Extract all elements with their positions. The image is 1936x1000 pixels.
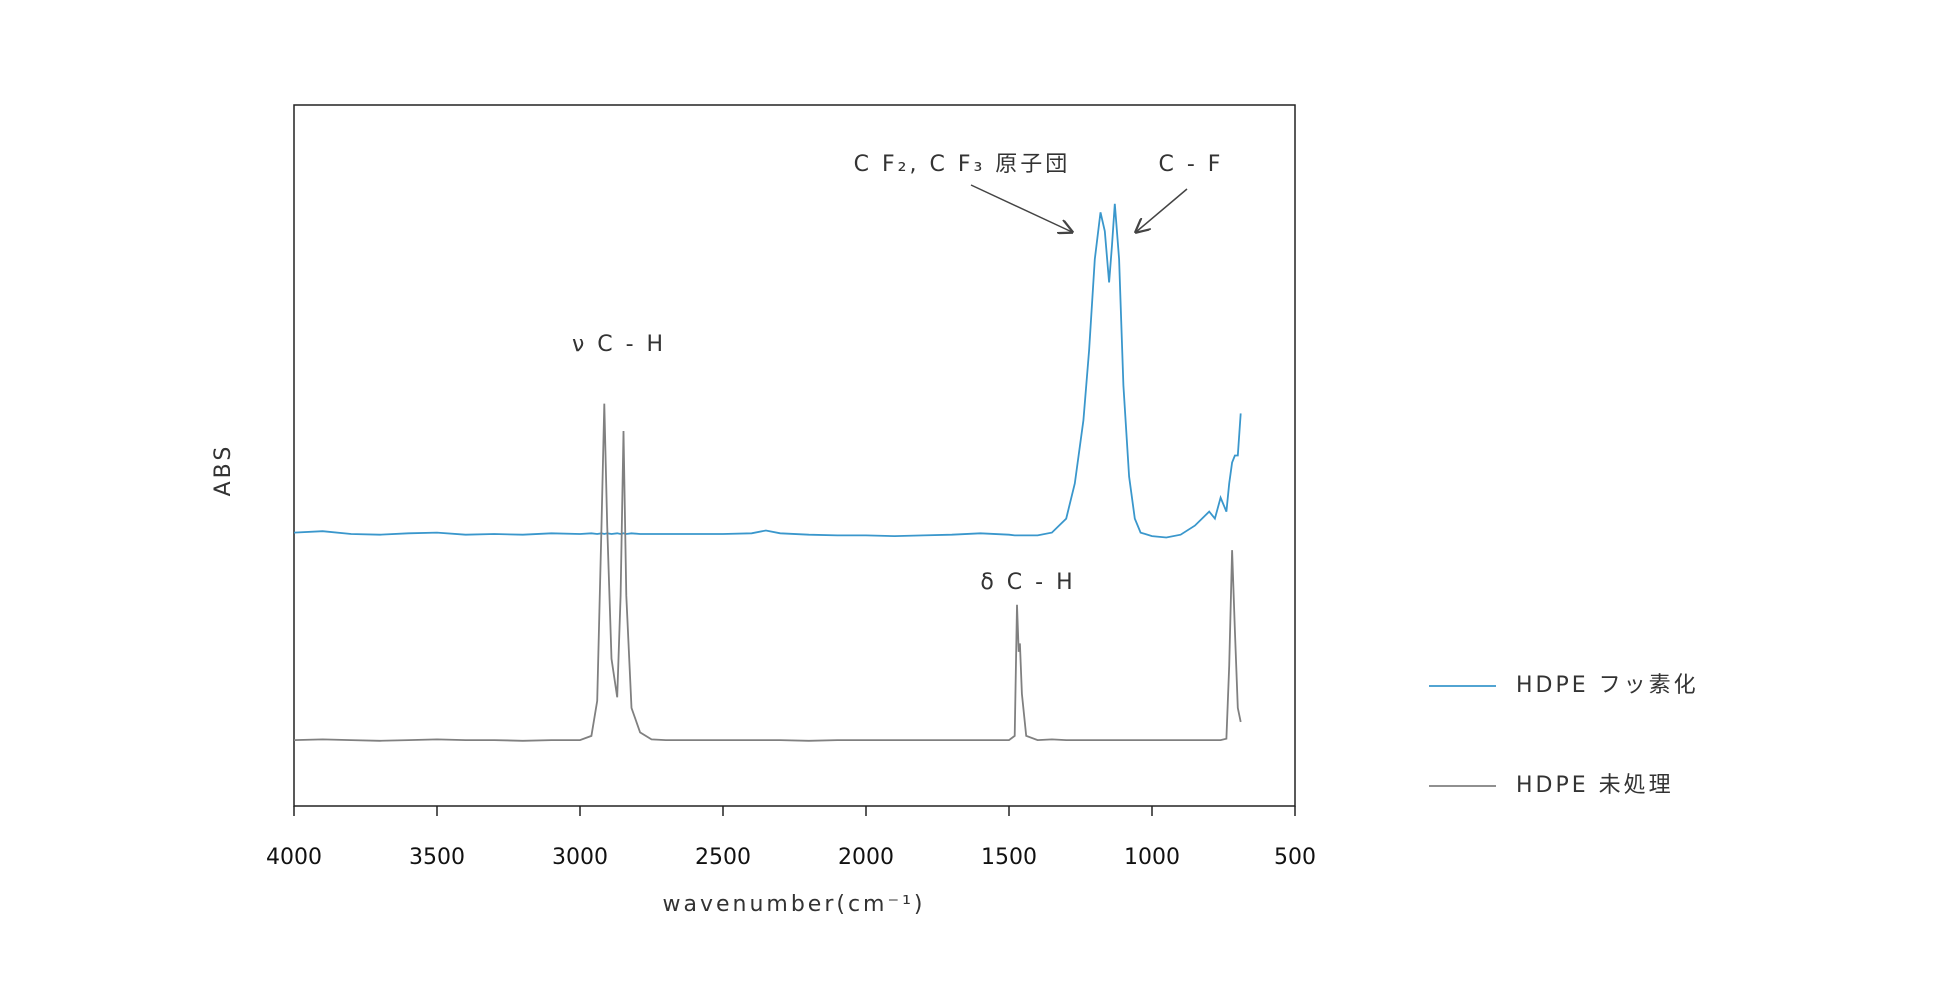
x-tick-label: 2000 [838, 845, 894, 870]
plot-frame [293, 104, 1296, 807]
x-tick-label: 3500 [409, 845, 465, 870]
arrow [1136, 188, 1188, 232]
x-axis-label: wavenumber(cm⁻¹) [662, 892, 925, 917]
annotation: C - F [1159, 152, 1224, 177]
series-line [293, 403, 1242, 742]
annotation: C F₂, C F₃ 原子団 [854, 152, 1071, 177]
arrow [970, 184, 1072, 232]
x-tick-label: 3000 [552, 845, 608, 870]
y-axis-label: ABS [211, 444, 236, 497]
x-tick-label: 4000 [266, 845, 322, 870]
annotation: δ C - H [980, 570, 1075, 595]
legend-label: HDPE 未処理 [1516, 773, 1674, 798]
annotation: ν C - H [572, 332, 666, 357]
series-line [293, 203, 1242, 539]
x-tick-label: 1500 [981, 845, 1037, 870]
x-tick-label: 500 [1274, 845, 1316, 870]
legend-label: HDPE フッ素化 [1516, 673, 1699, 698]
x-tick-label: 1000 [1124, 845, 1180, 870]
x-tick-label: 2500 [695, 845, 751, 870]
